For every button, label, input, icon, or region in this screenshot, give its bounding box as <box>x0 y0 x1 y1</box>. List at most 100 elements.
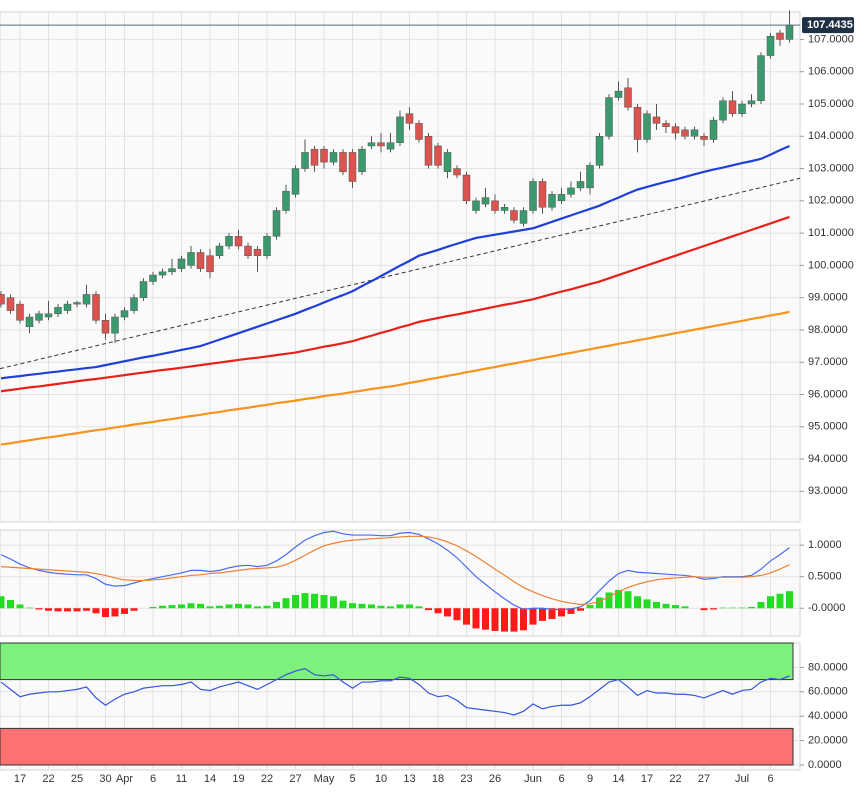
histogram-bar <box>216 605 223 609</box>
candle-body <box>168 268 176 273</box>
candle-body <box>177 258 186 269</box>
candle-body <box>747 100 756 105</box>
histogram-bar <box>700 608 708 611</box>
x-tick-label: 30 <box>99 773 111 785</box>
histogram-bar <box>710 608 717 610</box>
candle-body <box>443 152 452 173</box>
y-tick-label: 104.0000 <box>808 130 854 142</box>
histogram-bar <box>263 605 271 609</box>
histogram-bar <box>406 604 413 609</box>
histogram-bar <box>558 608 565 617</box>
series-line <box>0 667 790 716</box>
candle-body <box>738 103 746 114</box>
histogram-bar <box>301 593 309 609</box>
candle-body <box>234 236 243 247</box>
candle-body <box>54 307 62 315</box>
candle-body <box>244 245 252 256</box>
x-tick-label: 25 <box>71 773 83 785</box>
candle-body <box>310 148 319 166</box>
x-tick-label: 23 <box>460 773 472 785</box>
x-tick-label: 5 <box>349 773 355 785</box>
histogram-bar <box>719 607 727 609</box>
histogram-bar <box>159 605 166 609</box>
candle-body <box>225 236 233 247</box>
candle-body <box>196 252 205 269</box>
x-tick-label: 6 <box>150 773 156 785</box>
histogram-bar <box>311 593 318 609</box>
histogram-bar <box>729 607 736 609</box>
histogram-bar <box>54 608 62 612</box>
y-tick-label: 103.0000 <box>808 162 854 174</box>
x-tick-label: 17 <box>14 773 26 785</box>
y-tick-label: 101.0000 <box>808 227 854 239</box>
candle-body <box>576 181 585 189</box>
candle-body <box>82 294 91 305</box>
candle-body <box>424 136 433 166</box>
candle-body <box>396 116 404 143</box>
candle-body <box>785 24 794 40</box>
histogram-bar <box>776 593 784 609</box>
y-tick-label: 105.0000 <box>808 98 854 110</box>
series-line <box>0 535 790 606</box>
histogram-bar <box>368 604 375 609</box>
candle-body <box>6 297 15 311</box>
candle-body <box>614 90 623 98</box>
series-line <box>0 215 790 393</box>
candle-body <box>272 210 281 237</box>
candle-body <box>386 142 395 150</box>
x-tick-label: 22 <box>261 773 273 785</box>
y-tick-label: 0.0000 <box>808 759 842 771</box>
histogram-bar <box>463 608 470 625</box>
candle-body <box>510 210 518 221</box>
histogram-bar <box>634 596 641 609</box>
histogram-bar <box>482 608 489 630</box>
candle-body <box>434 145 442 166</box>
candle-body <box>0 294 5 305</box>
candle-body <box>557 194 566 202</box>
histogram-bar <box>225 604 233 609</box>
histogram-bar <box>748 606 755 609</box>
candle-body <box>44 313 53 318</box>
series-line <box>0 310 790 446</box>
candle-body <box>624 87 632 108</box>
candle-body <box>282 190 290 211</box>
x-tick-label: Apr <box>116 773 133 785</box>
candle-body <box>766 35 775 56</box>
candle-body <box>320 148 328 163</box>
candle-body <box>567 187 575 195</box>
candle-body <box>671 126 680 134</box>
candle-body <box>519 210 528 224</box>
histogram-bar <box>339 600 347 609</box>
x-tick-label: 14 <box>204 773 216 785</box>
y-tick-label: 1.0000 <box>808 539 842 551</box>
x-tick-label: 6 <box>558 773 564 785</box>
y-tick-label: 80.0000 <box>808 661 848 673</box>
histogram-bar <box>273 601 280 609</box>
x-tick-label: 17 <box>641 773 653 785</box>
y-tick-label: 95.0000 <box>808 421 848 433</box>
candle-body <box>415 123 423 140</box>
candle-body <box>586 165 594 189</box>
candle-body <box>662 123 670 127</box>
candle-body <box>595 136 604 166</box>
candle-body <box>605 97 613 137</box>
candle-body <box>500 207 509 211</box>
histogram-bar <box>387 606 394 609</box>
candle-body <box>462 174 471 202</box>
histogram-bar <box>434 608 442 614</box>
macd-panel <box>0 529 801 637</box>
y-tick-label: 40.0000 <box>808 710 848 722</box>
candle-body <box>215 245 224 256</box>
histogram-bar <box>244 604 252 609</box>
x-tick-label: 9 <box>587 773 593 785</box>
x-tick-label: 14 <box>612 773 624 785</box>
x-tick-label: 27 <box>289 773 301 785</box>
candle-body <box>339 152 347 173</box>
last-price-label: 107.4435 <box>807 19 853 31</box>
histogram-bar <box>358 603 366 609</box>
histogram-bar <box>615 589 622 609</box>
candle-body <box>101 320 110 334</box>
x-tick-label: 11 <box>176 773 187 785</box>
histogram-bar <box>377 605 385 609</box>
